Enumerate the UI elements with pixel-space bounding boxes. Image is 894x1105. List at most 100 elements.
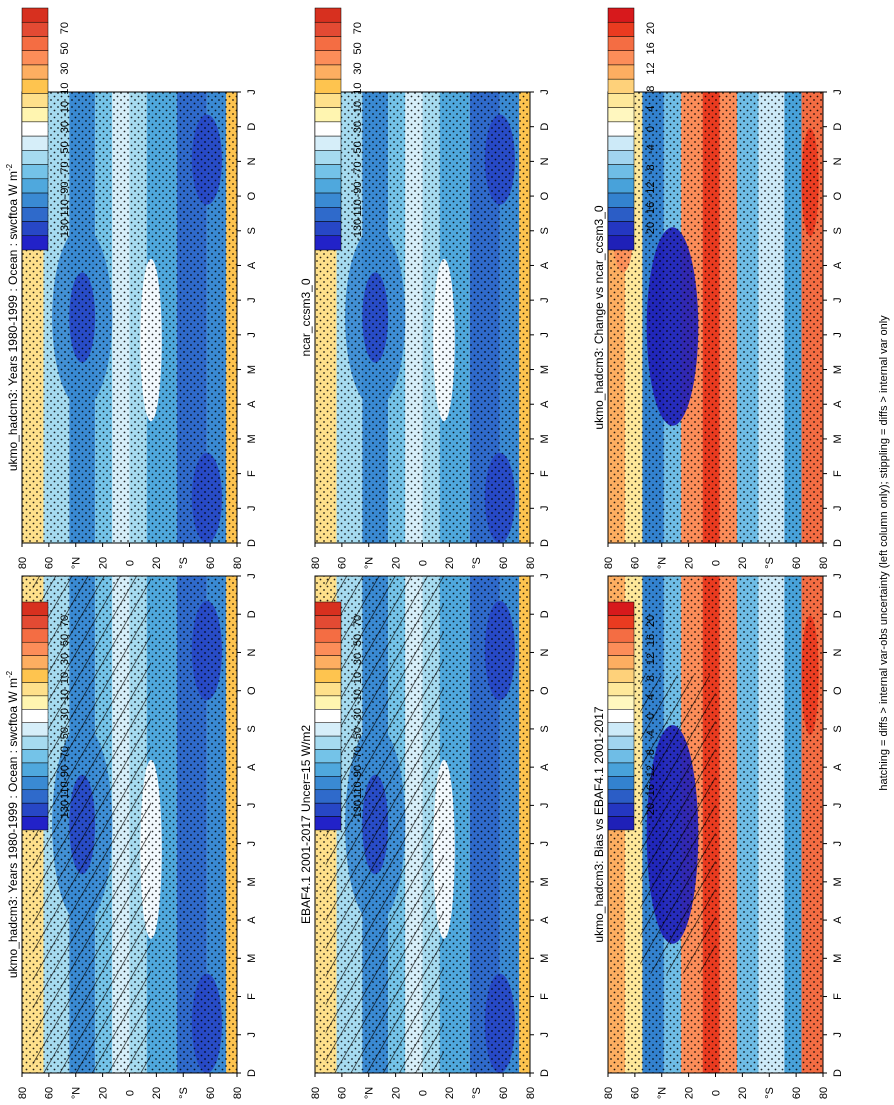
colorbar-swatch [607,601,635,616]
colorbar-label: 10 [352,83,364,95]
colorbar-swatch [314,135,342,151]
lat-tick-label: 60 [44,557,56,569]
colorbar-swatch [314,121,342,137]
lat-tick-label: 0 [417,1090,429,1096]
colorbar-swatch [21,789,49,804]
colorbar-label: -50 [59,141,71,157]
month-tick-label: M [832,954,844,963]
lat-tick-label: 20 [97,557,109,569]
month-tick-label: A [832,400,844,408]
colorbar-swatch [21,615,49,630]
month-tick-label: M [246,877,258,886]
month-tick-label: J [246,841,258,847]
month-tick-label: J [539,1032,551,1038]
colorbar-swatch [314,628,342,643]
lat-tick-label: 0 [710,1090,722,1096]
month-tick-label: J [832,803,844,809]
colorbar-swatch [21,655,49,670]
month-tick-label: N [832,157,844,165]
month-tick-label: J [246,506,258,512]
month-tick-label: S [246,227,258,234]
colorbar-label: 8 [645,86,657,92]
colorbar-label: -10 [352,101,364,117]
month-tick-label: J [246,297,258,303]
lat-tick-label: 20 [444,1087,456,1099]
colorbar-swatch [607,21,635,37]
colorbar-swatch [21,50,49,66]
month-tick-label: M [246,365,258,374]
month-tick-label: J [539,332,551,338]
lat-tick-label: °S [178,557,190,569]
colorbar-swatch [607,749,635,764]
colorbar-swatch [314,655,342,670]
colorbar-swatch [607,36,635,51]
month-tick-label: N [246,157,258,165]
colorbar-swatch [314,789,342,804]
colorbar-swatch [21,762,49,777]
lat-tick-label: °N [657,1087,669,1099]
colorbar-swatch [21,641,49,656]
colorbar-label: -8 [645,749,657,759]
colorbar-label: 16 [645,42,657,54]
month-tick-label: A [539,400,551,408]
lat-tick-label: 20 [683,1087,695,1099]
colorbar-label: 30 [59,62,71,74]
lat-tick-label: 60 [337,557,349,569]
month-tick-label: D [246,1069,258,1077]
month-tick-label: F [246,993,258,1000]
stippling-overlay [608,92,823,543]
colorbar-swatch [314,816,342,831]
colorbar-swatch [607,655,635,670]
month-tick-label: D [246,123,258,131]
colorbar-swatch [607,615,635,630]
colorbar-label: -130 [352,800,364,822]
month-tick-label: N [832,648,844,656]
colorbar-label: 4 [645,106,657,112]
colorbar-label: -130 [59,219,71,241]
colorbar-swatch [607,776,635,791]
colorbar-label: -8 [645,164,657,174]
colorbar-diff-upper: 20 16 12 8 4 0 -4 -8 -12 -16 -20 [607,7,657,251]
lat-tick-label: 80 [17,557,29,569]
lat-tick-label: °S [471,1087,483,1099]
colorbar-label: -12 [645,182,657,198]
colorbar-swatch [21,121,49,137]
colorbar-swatch [21,695,49,710]
month-tick-label: A [246,916,258,924]
colorbar-label: 50 [352,42,364,54]
month-tick-label: S [832,227,844,234]
month-tick-label: J [832,573,844,579]
colorbar-swatch [314,641,342,656]
lat-tick-label: 0 [124,560,136,566]
colorbar-swatch [314,21,342,37]
colorbar-label: -130 [352,219,364,241]
colorbar-swatch [607,192,635,208]
colorbar-swatch [21,735,49,750]
colorbar-label: -10 [59,689,71,705]
month-tick-label: S [246,725,258,732]
lat-tick-label: 80 [525,557,537,569]
lat-tick-label: 20 [151,1087,163,1099]
month-tick-label: A [539,261,551,269]
lat-tick-label: 60 [337,1087,349,1099]
colorbar-swatch [314,722,342,737]
colorbar-label: -110 [352,199,364,220]
colorbar-swatch [607,178,635,194]
month-tick-label: S [539,725,551,732]
month-tick-label: A [832,261,844,269]
month-tick-label: J [832,297,844,303]
panel-title: EBAF4.1 2001-2017 Uncer=15 W/m2 [299,725,313,924]
month-tick-label: F [539,993,551,1000]
colorbar-label: -10 [59,101,71,117]
colorbar-label: -130 [59,800,71,822]
colorbar-label: -16 [645,202,657,218]
colorbar-label: 4 [645,694,657,700]
colorbar-label: 50 [59,634,71,646]
colorbar-swatch [21,164,49,180]
colorbar-swatch [21,7,49,23]
colorbar-label: -30 [59,708,71,724]
colorbar-label: 10 [59,83,71,95]
month-tick-label: O [246,686,258,695]
